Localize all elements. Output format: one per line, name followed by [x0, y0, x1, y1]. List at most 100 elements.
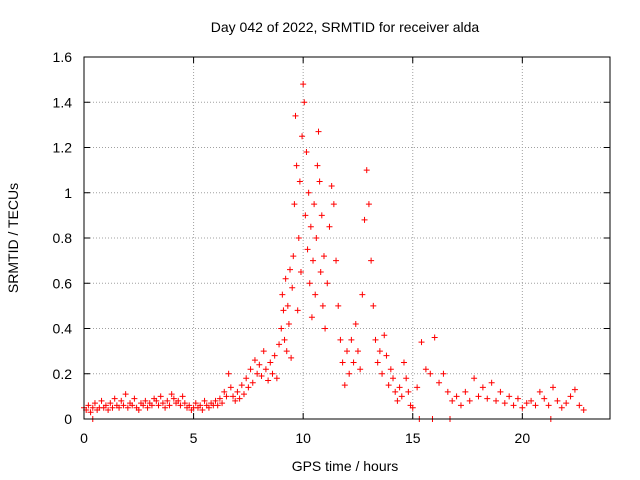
data-point [365, 201, 372, 208]
data-point [528, 397, 535, 404]
data-point [418, 339, 425, 346]
data-point [245, 384, 252, 391]
data-point [219, 400, 226, 407]
data-point [297, 268, 304, 275]
data-point [175, 397, 182, 404]
data-point [254, 370, 261, 377]
data-point [292, 112, 299, 119]
data-point [333, 257, 340, 264]
data-point [436, 379, 443, 386]
data-point [536, 388, 543, 395]
data-point [317, 268, 324, 275]
data-point [273, 375, 280, 382]
data-point [251, 357, 258, 364]
data-point [307, 223, 314, 230]
data-point [287, 266, 294, 273]
y-tick-label: 0.4 [53, 321, 73, 337]
data-point [155, 402, 162, 409]
y-tick-label: 0.6 [53, 275, 73, 291]
data-point [271, 352, 278, 359]
data-point [265, 377, 272, 384]
data-point [240, 391, 247, 398]
data-point [372, 336, 379, 343]
data-point [308, 314, 315, 321]
data-point [299, 133, 306, 140]
data-point [230, 393, 237, 400]
data-point [142, 397, 149, 404]
data-point [319, 302, 326, 309]
data-point [181, 400, 188, 407]
data-point [348, 336, 355, 343]
data-point [91, 400, 98, 407]
data-point [162, 404, 169, 411]
data-point [303, 149, 310, 156]
data-point [427, 370, 434, 377]
data-point [105, 406, 112, 413]
data-point [374, 359, 381, 366]
data-point [350, 359, 357, 366]
data-point [368, 257, 375, 264]
data-point [471, 375, 478, 382]
data-point [227, 384, 234, 391]
data-point [269, 370, 276, 377]
data-point [135, 406, 142, 413]
data-point [302, 212, 309, 219]
plot-frame [83, 56, 611, 420]
data-point [262, 366, 269, 373]
data-point [296, 178, 303, 185]
data-point [306, 280, 313, 287]
y-tick-label: 1 [64, 185, 72, 201]
data-point [394, 397, 401, 404]
data-point [144, 404, 151, 411]
data-point [488, 379, 495, 386]
data-point [249, 379, 256, 386]
data-point [506, 393, 513, 400]
data-point [398, 393, 405, 400]
data-point [85, 402, 92, 409]
data-point [457, 402, 464, 409]
x-axis-label: GPS time / hours [292, 458, 399, 474]
data-point [201, 397, 208, 404]
data-point [153, 397, 160, 404]
data-point [497, 388, 504, 395]
data-point [238, 382, 245, 389]
data-point [409, 404, 416, 411]
data-point [300, 81, 307, 88]
data-point [148, 402, 155, 409]
data-points [81, 81, 587, 422]
data-point [514, 395, 521, 402]
data-point [304, 246, 311, 253]
data-point [124, 404, 131, 411]
x-tick-label: 0 [80, 430, 88, 446]
data-point [260, 348, 267, 355]
data-point [295, 235, 302, 241]
data-point [453, 393, 460, 400]
data-point [558, 404, 565, 411]
data-point [414, 384, 421, 391]
x-tick-label: 10 [295, 430, 311, 446]
data-point [164, 397, 171, 404]
data-point [289, 284, 296, 291]
data-point [532, 402, 539, 409]
y-tick-label: 1.4 [53, 94, 73, 110]
data-point [109, 404, 116, 411]
data-point [279, 291, 286, 298]
data-point [223, 393, 230, 400]
data-point [571, 386, 578, 393]
data-point [385, 382, 392, 389]
data-point [475, 393, 482, 400]
data-point [324, 280, 331, 287]
data-point [316, 178, 323, 185]
data-point [310, 257, 317, 264]
data-point [276, 341, 283, 348]
data-point [313, 235, 320, 241]
data-point [256, 361, 263, 368]
data-point [352, 320, 359, 327]
data-point [357, 366, 364, 373]
data-point [243, 375, 250, 382]
data-point [205, 404, 212, 411]
data-point [87, 409, 94, 416]
data-point [403, 375, 410, 382]
data-point [320, 253, 327, 260]
